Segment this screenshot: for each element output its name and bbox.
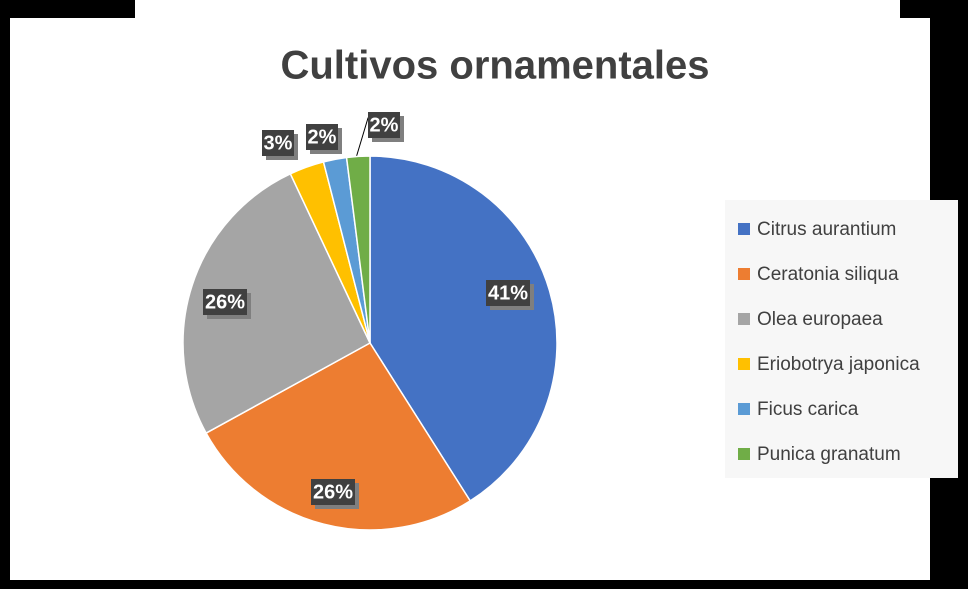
legend-label: Citrus aurantium [757,219,896,240]
legend-swatch [738,358,750,370]
slice [369,155,558,502]
legend-label: Punica granatum [757,444,901,465]
data-label: 26% [205,291,245,313]
data-label: 2% [308,126,337,148]
top-gap [135,0,900,20]
label-box [311,479,355,505]
chart-title: Cultivos ornamentales [280,44,709,88]
legend-swatch [738,448,750,460]
legend-swatch [738,268,750,280]
data-label: 26% [313,481,353,503]
legend-label: Olea europaea [757,309,883,330]
slice [182,172,371,435]
slice [205,342,472,531]
label-box [368,112,400,138]
label-box [203,289,247,315]
label-box [306,124,338,150]
legend-swatch [738,223,750,235]
legend-label: Eriobotrya japonica [757,354,920,375]
label-box [486,280,530,306]
legend-label: Ceratonia siliqua [757,264,899,285]
legend-swatch [738,403,750,415]
legend-box [725,200,958,478]
legend-label: Ficus carica [757,399,859,420]
data-label: 2% [370,114,399,136]
data-label: 41% [488,282,528,304]
data-label: 3% [264,132,293,154]
slice [345,155,371,344]
legend-swatch [738,313,750,325]
label-box [262,130,294,156]
